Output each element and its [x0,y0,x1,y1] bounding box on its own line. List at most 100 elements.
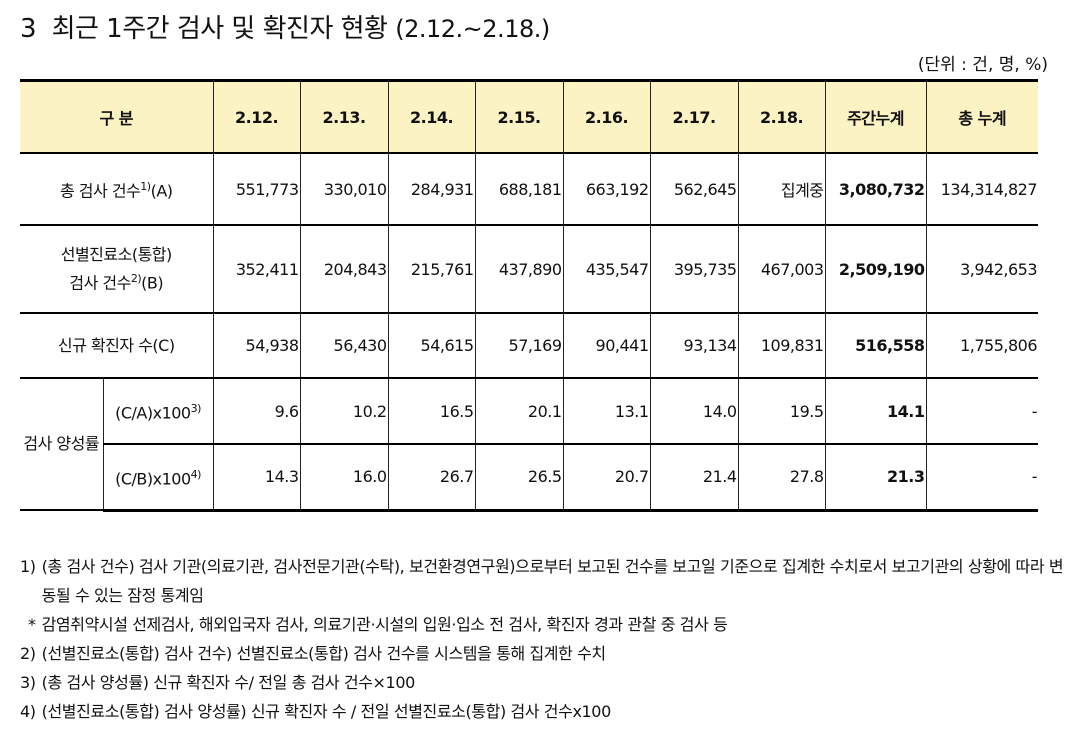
table-row: 검사 양성률 (C/A)x1003) 9.6 10.2 16.5 20.1 13.1 14.0… [20,377,1039,511]
label-line: 선별진료소(통합) [60,244,173,264]
value-cell: 516,558 [824,312,927,379]
value-cell: 437,890 [474,224,564,314]
value-cell: 467,003 [737,224,826,314]
unit-label: (단위 : 건, 명, %) [917,55,1048,75]
table-row: (C/B)x1004) 14.3 16.0 26.7 26.5 20.7 21.4 27.8 2… [20,443,1039,512]
data-table: 구 분 2.12. 2.13. 2.14. 2.15. 2.16. 2.17. 2.18. 주간… [20,79,1039,512]
value-cell: 14.0 [649,377,739,445]
label-suffix: (A) [150,181,173,201]
note-marker: * [28,615,36,634]
value-cell: 352,411 [212,224,301,314]
value-cell: 13.1 [562,377,651,445]
note-text: 감염취약시설 선제검사, 해외입국자 검사, 의료기관·시설의 입원·입소 전 … [41,615,728,634]
header-cell: 주간누계 [824,79,927,154]
footnote-ref: 1) [140,179,151,193]
row-label: 신규 확진자 수(C) [20,312,214,379]
header-cell: 2.16. [562,79,651,154]
header-cell: 2.14. [387,79,476,154]
value-cell: 27.8 [737,443,826,512]
note-marker: 1) [20,557,36,576]
value-cell: 10.2 [299,377,389,445]
value-cell: 57,169 [474,312,564,379]
label-text: 총 검사 건수 [60,181,141,201]
value-cell: 109,831 [737,312,826,379]
value-cell: - [925,377,1039,445]
header-cell: 2.12. [212,79,301,154]
value-cell: 90,441 [562,312,651,379]
value-cell: 16.0 [299,443,389,512]
value-cell: 284,931 [387,152,476,226]
value-cell: 20.1 [474,377,564,445]
label-text: (C/B)x100 [115,468,191,488]
value-cell: 1,755,806 [925,312,1039,379]
table-row: 신규 확진자 수(C) 54,938 56,430 54,615 57,169 90,44… [20,312,1039,379]
note: 3) (총 검사 양성률) 신규 확진자 수/ 전일 총 검사 건수×100 [20,668,1065,697]
note: 2) (선별진료소(통합) 검사 건수) 선별진료소(통합) 검사 건수를 시스템… [20,639,1065,668]
value-cell: 26.5 [474,443,564,512]
value-cell: 688,181 [474,152,564,226]
value-cell: 134,314,827 [925,152,1039,226]
value-cell: 215,761 [387,224,476,314]
value-cell: 19.5 [737,377,826,445]
notes: 1) (총 검사 건수) 검사 기관(의료기관, 검사전문기관(수탁), 보건환경… [20,552,1065,726]
value-cell: 663,192 [562,152,651,226]
note-text: (총 검사 양성률) 신규 확진자 수/ 전일 총 검사 건수×100 [41,673,416,692]
value-cell: 3,080,732 [824,152,927,226]
value-cell: 56,430 [299,312,389,379]
value-cell: 16.5 [387,377,476,445]
row-label: (C/B)x1004) [103,443,214,512]
header-row: 구 분 2.12. 2.13. 2.14. 2.15. 2.16. 2.17. 2.18. 주간… [20,79,1039,154]
note-marker: 4) [20,702,36,721]
value-cell: 93,134 [649,312,739,379]
label-text: 검사 건수 [69,273,131,293]
value-cell: 562,645 [649,152,739,226]
header-cell: 2.13. [299,79,389,154]
note-marker: 3) [20,673,36,692]
footnote-ref: 4) [190,467,202,481]
value-cell: 204,843 [299,224,389,314]
value-cell: 551,773 [212,152,301,226]
footnote-ref: 3) [190,401,202,415]
header-cell: 구 분 [20,79,214,154]
table-row: 총 검사 건수1)(A) 551,773 330,010 284,931 688,181… [20,152,1039,226]
value-cell: - [925,443,1039,512]
value-cell: 2,509,190 [824,224,927,314]
note: 4) (선별진료소(통합) 검사 양성률) 신규 확진자 수 / 전일 선별진료소… [20,697,1065,726]
value-cell: 330,010 [299,152,389,226]
note-text: (선별진료소(통합) 검사 건수) 선별진료소(통합) 검사 건수를 시스템을 … [41,644,607,663]
value-cell: 21.3 [824,443,927,512]
value-cell: 54,615 [387,312,476,379]
table-row: 선별진료소(통합) 검사 건수2)(B) 352,411 204,843 215,761… [20,224,1039,314]
header-cell: 2.18. [737,79,826,154]
header-cell: 2.15. [474,79,564,154]
value-cell: 20.7 [562,443,651,512]
footnote-ref: 2) [130,271,142,285]
value-cell: 집계중 [737,152,826,226]
row-label: 총 검사 건수1)(A) [20,152,214,226]
title: 3 최근 1주간 검사 및 확진자 현황 (2.12.~2.18.) [20,8,550,45]
note-marker: 2) [20,644,36,663]
note-text: (선별진료소(통합) 검사 양성률) 신규 확진자 수 / 전일 선별진료소(통… [41,702,612,721]
value-cell: 14.1 [824,377,927,445]
note-text: (총 검사 건수) 검사 기관(의료기관, 검사전문기관(수탁), 보건환경연구… [41,557,1064,605]
title-text: 3 최근 1주간 검사 및 확진자 현황 [20,14,388,44]
value-cell: 14.3 [212,443,301,512]
group-label: 검사 양성률 [20,377,104,511]
value-cell: 26.7 [387,443,476,512]
note: 1) (총 검사 건수) 검사 기관(의료기관, 검사전문기관(수탁), 보건환경… [20,552,1065,610]
title-period: (2.12.~2.18.) [395,15,550,43]
value-cell: 395,735 [649,224,739,314]
header-cell: 2.17. [649,79,739,154]
value-cell: 9.6 [212,377,301,445]
value-cell: 54,938 [212,312,301,379]
value-cell: 435,547 [562,224,651,314]
value-cell: 21.4 [649,443,739,512]
label-text: 신규 확진자 수(C) [57,335,175,355]
row-label: 선별진료소(통합) 검사 건수2)(B) [20,224,214,314]
header-cell: 총 누계 [925,79,1039,154]
note: * 감염취약시설 선제검사, 해외입국자 검사, 의료기관·시설의 입원·입소 전… [20,610,1065,639]
label-text: (C/A)x100 [115,403,191,423]
value-cell: 3,942,653 [925,224,1039,314]
row-label: (C/A)x1003) [102,377,214,445]
